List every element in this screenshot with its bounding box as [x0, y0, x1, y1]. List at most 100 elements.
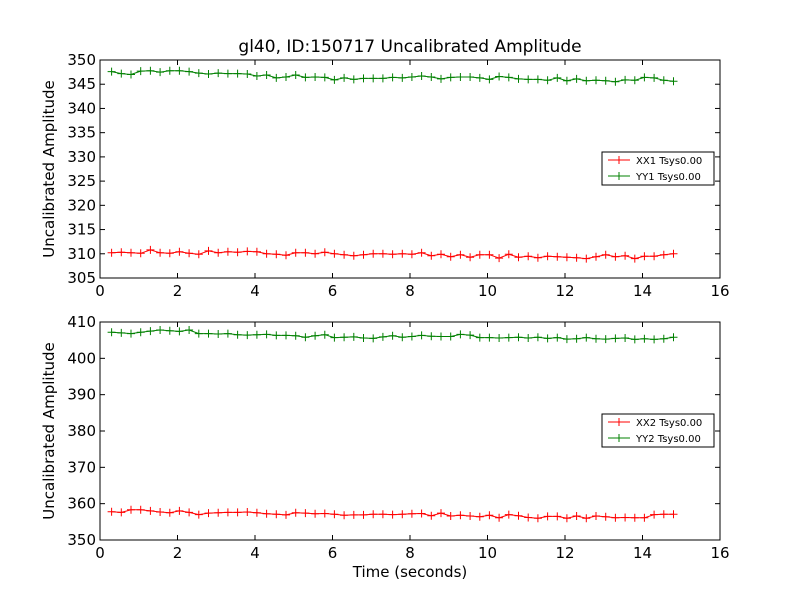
data-point-yy2 [378, 332, 387, 341]
data-point-yy2 [359, 334, 368, 342]
data-point-yy1 [378, 74, 387, 83]
data-point-yy1 [243, 70, 252, 78]
data-point-xx2 [204, 509, 213, 518]
data-point-xx2 [640, 513, 649, 522]
data-point-xx2 [611, 513, 620, 522]
bottom-x-tick-label: 10 [478, 544, 497, 562]
data-point-yy2 [485, 333, 494, 342]
data-point-xx2 [262, 509, 271, 518]
legend-label-yy2: YY2 Tsys0.00 [635, 434, 701, 445]
data-point-xx2 [311, 509, 320, 518]
data-point-yy1 [417, 72, 426, 80]
bottom-legend-box [601, 413, 715, 448]
data-point-yy1 [349, 75, 358, 84]
x-axis-label: Time (seconds) [352, 563, 468, 581]
data-point-xx2 [437, 509, 445, 518]
data-point-yy1 [340, 73, 349, 82]
data-point-xx2 [194, 510, 203, 519]
data-point-yy2 [475, 333, 484, 342]
data-point-yy1 [437, 74, 445, 83]
data-point-yy2 [669, 333, 678, 342]
data-point-xx2 [475, 512, 484, 521]
top-y-tick-label: 325 [67, 172, 96, 190]
data-point-xx2 [378, 510, 387, 519]
data-point-xx1 [553, 252, 562, 261]
data-point-xx1 [282, 251, 290, 260]
top-y-tick-label: 340 [67, 99, 96, 117]
data-point-xx1 [485, 250, 494, 259]
data-point-xx2 [533, 514, 542, 523]
top-x-tick-label: 6 [328, 282, 338, 300]
bottom-x-tick-label: 6 [328, 544, 338, 562]
data-point-xx2 [127, 505, 135, 514]
data-point-xx1 [204, 246, 213, 255]
legend-marker-yy2 [615, 434, 623, 442]
data-point-xx1 [262, 249, 271, 258]
data-point-xx1 [175, 247, 184, 256]
data-point-xx1 [330, 249, 339, 258]
data-point-xx1 [514, 253, 523, 262]
data-point-xx1 [156, 248, 165, 257]
top-y-tick-label: 315 [67, 221, 96, 239]
legend-label-yy1: YY1 Tsys0.00 [635, 172, 701, 183]
data-point-yy2 [311, 331, 320, 340]
top-x-tick-label: 2 [173, 282, 183, 300]
top-y-tick-label: 335 [67, 124, 96, 142]
data-point-xx2 [582, 514, 591, 523]
bottom-y-tick-label: 380 [67, 422, 96, 440]
data-point-xx2 [485, 511, 494, 520]
data-point-yy1 [427, 73, 436, 81]
data-point-yy2 [514, 333, 523, 342]
data-point-xx2 [388, 510, 397, 519]
data-point-yy1 [601, 76, 610, 85]
bottom-x-tick-label: 12 [555, 544, 574, 562]
bottom-ticks-layer: 0 2 4 6 8 10 12 14 16 350 360 370 380 390 400 410 [67, 313, 729, 562]
data-point-xx1 [495, 254, 504, 263]
data-point-xx1 [533, 253, 542, 262]
data-point-xx1 [611, 252, 620, 261]
data-point-yy1 [262, 71, 271, 79]
data-point-xx2 [669, 510, 678, 519]
bottom-x-tick-label: 2 [173, 544, 183, 562]
data-point-yy1 [214, 69, 223, 78]
data-point-yy2 [330, 333, 339, 342]
data-point-xx1 [107, 248, 116, 257]
data-point-xx2 [369, 510, 378, 519]
data-point-yy2 [562, 335, 571, 344]
data-point-yy1 [543, 76, 552, 85]
data-point-yy2 [621, 334, 630, 342]
data-point-xx1 [194, 250, 203, 259]
data-point-yy1 [252, 72, 261, 80]
data-point-xx1 [407, 250, 416, 259]
data-point-yy1 [611, 77, 620, 86]
data-point-yy1 [117, 69, 126, 78]
data-point-yy1 [136, 67, 145, 76]
data-point-xx2 [185, 508, 194, 517]
data-point-yy2 [572, 334, 581, 343]
legend-marker-xx1 [615, 156, 623, 164]
data-point-yy1 [398, 73, 407, 82]
data-point-yy1 [165, 66, 174, 75]
data-point-yy1 [223, 69, 232, 78]
data-point-yy2 [427, 332, 436, 341]
top-legend: XX1 Tsys0.00 YY1 Tsys0.00 [601, 151, 715, 186]
top-ticks-layer: 0 2 4 6 8 10 12 14 16 305 310 315 320 325 330 335 340 345… [67, 51, 729, 300]
data-point-xx2 [417, 509, 426, 518]
data-point-xx2 [117, 508, 126, 517]
data-point-xx2 [504, 510, 513, 519]
data-point-xx1 [223, 247, 232, 256]
data-point-yy1 [175, 66, 184, 75]
data-point-yy2 [214, 330, 223, 338]
data-point-yy2 [504, 333, 513, 342]
data-point-yy2 [349, 332, 358, 341]
data-point-yy2 [446, 332, 455, 341]
legend-label-xx2: XX2 Tsys0.00 [636, 418, 702, 429]
data-point-xx2 [514, 511, 523, 520]
data-point-xx2 [165, 508, 174, 517]
data-point-yy1 [156, 68, 165, 77]
data-point-yy2 [640, 334, 649, 343]
data-point-yy2 [553, 333, 562, 342]
